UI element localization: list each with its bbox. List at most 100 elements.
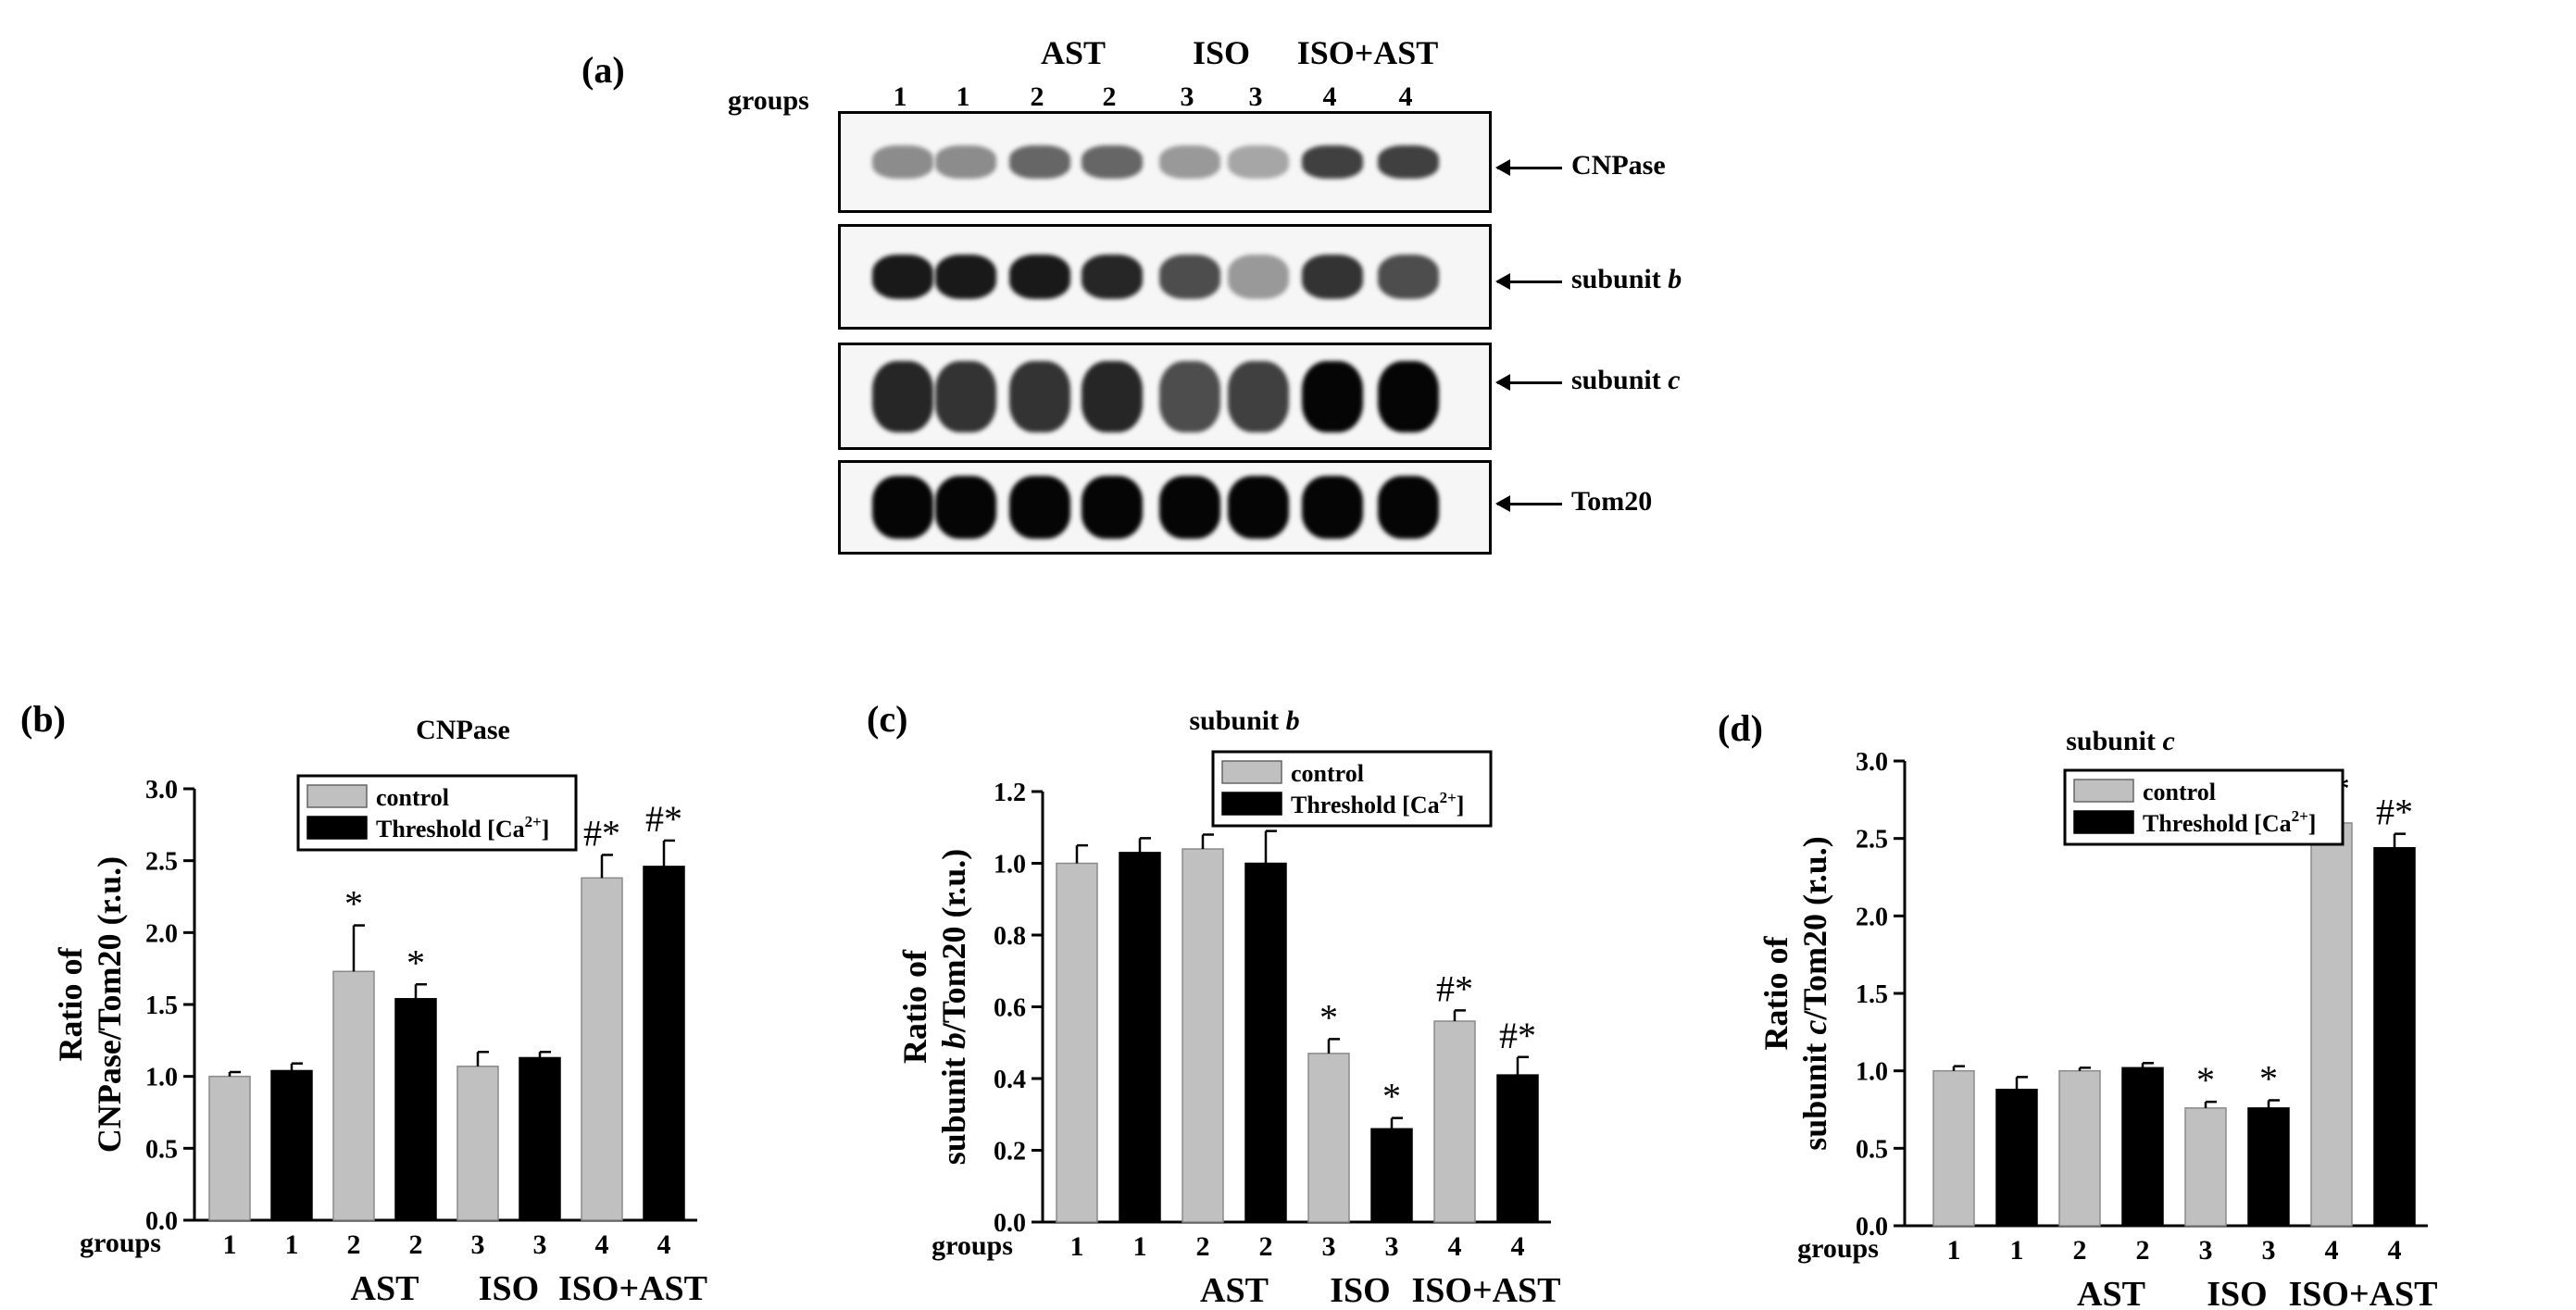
- blot-band: [1378, 254, 1439, 300]
- blot-band: [1009, 144, 1070, 180]
- blot-label-text: Tom20: [1571, 486, 1653, 517]
- lane-number: 3: [1248, 81, 1263, 112]
- x-tick-label: 1: [1133, 1231, 1147, 1262]
- y-axis-label-part: b: [935, 1032, 972, 1049]
- y-tick-label: 1.5: [1856, 980, 1888, 1009]
- bar: [2058, 1069, 2101, 1227]
- blot-panel: [838, 343, 1492, 450]
- blot-band: [1159, 254, 1220, 300]
- panel-label: (d): [1718, 707, 1763, 749]
- blot-band: [1228, 144, 1289, 180]
- bar: [1932, 1069, 1975, 1227]
- y-axis-label-part: subunit: [1796, 1035, 1833, 1151]
- blot-band: [1228, 360, 1289, 432]
- bar: [1995, 1088, 2038, 1227]
- bar: [2373, 846, 2416, 1227]
- lane-number: 2: [1030, 81, 1044, 112]
- legend-label-threshold: Threshold [Ca2+]: [1291, 789, 1464, 818]
- blot-label: Tom20: [1495, 486, 1653, 518]
- x-tick-label: 4: [657, 1229, 671, 1260]
- y-tick-label: 3.0: [145, 776, 178, 805]
- legend-threshold-suffix: ]: [2308, 810, 2317, 837]
- lane-number: 1: [893, 81, 907, 112]
- x-tick-label: 3: [533, 1229, 547, 1260]
- blot-label: CNPase: [1495, 150, 1666, 181]
- legend-threshold-prefix: Threshold [Ca: [2143, 810, 2292, 837]
- x-group-label: ISO+AST: [1411, 1271, 1560, 1310]
- blot-panel: [838, 111, 1492, 213]
- y-tick-label: 1.0: [145, 1064, 178, 1092]
- x-tick-label: 2: [409, 1229, 423, 1260]
- bar: [1496, 1074, 1539, 1223]
- significance-mark: #*: [2376, 792, 2413, 833]
- groups-label: groups: [80, 1228, 161, 1258]
- legend-box: [296, 774, 578, 852]
- y-tick-label: 1.0: [1856, 1058, 1888, 1087]
- blot-band: [1302, 360, 1363, 432]
- y-tick-label: 2.5: [1856, 826, 1888, 855]
- bar: [208, 1075, 251, 1221]
- blot-band: [872, 360, 933, 432]
- lane-number: 1: [956, 81, 970, 112]
- y-tick-label: 3.0: [1856, 748, 1888, 777]
- blot-band: [1228, 254, 1289, 300]
- y-axis-label-line2: subunit c/Tom20 (r.u.): [1796, 836, 1833, 1150]
- blot-band: [1082, 254, 1143, 300]
- bar: [2247, 1107, 2290, 1227]
- bar: [2310, 822, 2353, 1227]
- legend-label-threshold: Threshold [Ca2+]: [376, 813, 549, 842]
- significance-mark: *: [406, 942, 425, 983]
- arrow-left-icon: [1495, 272, 1562, 290]
- significance-mark: *: [344, 883, 363, 925]
- bar: [1370, 1128, 1413, 1223]
- x-tick-label: 2: [2073, 1235, 2087, 1266]
- lane-number: 4: [1322, 81, 1337, 112]
- blot-band: [1302, 476, 1363, 539]
- blot-band: [1302, 254, 1363, 300]
- significance-mark: *: [2259, 1057, 2278, 1099]
- groups-label: groups: [1797, 1233, 1879, 1264]
- chart-title: subunit b: [1189, 705, 1299, 736]
- legend-swatch-threshold: [306, 816, 368, 840]
- legend-label-threshold: Threshold [Ca2+]: [2143, 807, 2316, 837]
- y-tick-label: 2.0: [1856, 903, 1888, 931]
- x-group-label: ISO: [1330, 1271, 1390, 1310]
- legend-swatch-control: [1221, 760, 1282, 784]
- bar: [643, 866, 685, 1221]
- panel-a-label: (a): [581, 49, 625, 91]
- bar: [1307, 1053, 1350, 1223]
- y-tick-label: 0.6: [994, 994, 1026, 1023]
- x-tick-label: 1: [2010, 1235, 2024, 1266]
- blot-band: [1159, 144, 1220, 180]
- bar: [2184, 1107, 2227, 1227]
- arrow-left-icon: [1495, 158, 1562, 176]
- blot-band: [1378, 144, 1439, 180]
- y-tick-label: 0.2: [994, 1138, 1026, 1167]
- blot-band: [872, 476, 933, 539]
- significance-mark: #*: [645, 798, 682, 840]
- group-header-2: ISO+AST: [1296, 34, 1439, 71]
- y-axis-label-line2: subunit b/Tom20 (r.u.): [935, 849, 972, 1165]
- y-tick-label: 1.0: [994, 851, 1026, 880]
- blot-band: [1009, 254, 1070, 300]
- bar: [1182, 848, 1224, 1223]
- bar: [1119, 852, 1161, 1223]
- legend-swatch-control: [2073, 779, 2134, 803]
- bar: [1433, 1020, 1476, 1223]
- y-tick-label: 0.5: [1856, 1135, 1888, 1164]
- blot-label-italic: b: [1668, 264, 1682, 294]
- bar: [2121, 1067, 2164, 1227]
- blot-band: [935, 360, 996, 432]
- blot-band: [935, 254, 996, 300]
- legend-threshold-sup: 2+: [525, 813, 542, 830]
- blot-label-text: CNPase: [1571, 150, 1666, 181]
- y-axis-label-part: /Tom20 (r.u.): [1796, 836, 1833, 1020]
- blot-band: [1302, 144, 1363, 180]
- x-group-label: AST: [1200, 1271, 1269, 1310]
- groups-label: groups: [932, 1230, 1013, 1261]
- legend-threshold-sup: 2+: [1440, 789, 1457, 806]
- panel-label: (b): [20, 698, 66, 740]
- lane-number: 4: [1398, 81, 1413, 112]
- legend-swatch-control: [306, 784, 368, 808]
- bar: [394, 998, 437, 1221]
